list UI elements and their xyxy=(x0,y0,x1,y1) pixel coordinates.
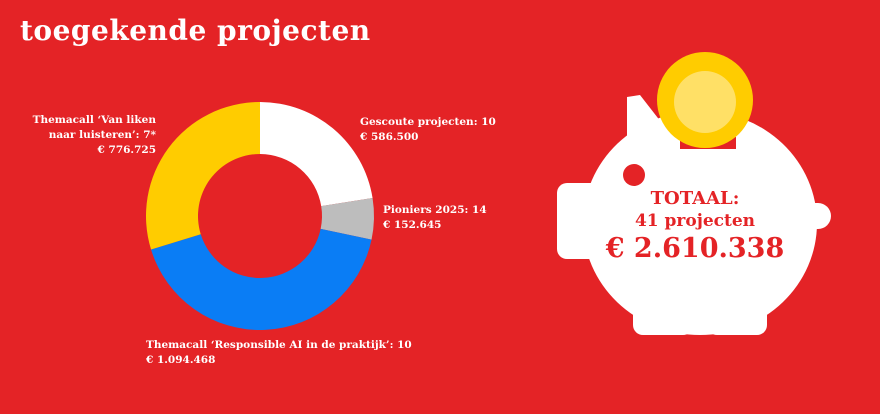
label-name-line2: naar luisteren’: 7* xyxy=(48,129,156,141)
page-title: toegekende projecten xyxy=(20,14,371,47)
donut-slice xyxy=(151,228,372,330)
piggy-bank-icon xyxy=(557,52,831,335)
donut-slice xyxy=(320,197,374,240)
coin-inner xyxy=(674,71,736,133)
label-gescoute-projecten: Gescoute projecten: 10 € 586.500 xyxy=(360,115,496,145)
donut-chart xyxy=(146,102,374,330)
donut-slice xyxy=(146,102,260,250)
label-van-liken: Themacall ‘Van liken naar luisteren’: 7*… xyxy=(20,113,156,158)
total-amount: € 2.610.338 xyxy=(605,233,785,264)
total-projects: 41 projecten xyxy=(634,211,756,231)
label-value: € 1.094.468 xyxy=(146,354,216,366)
label-pioniers: Pioniers 2025: 14 € 152.645 xyxy=(383,203,487,233)
label-value: € 152.645 xyxy=(383,219,442,231)
label-name: Gescoute projecten: 10 xyxy=(360,116,496,128)
label-value: € 586.500 xyxy=(360,131,419,143)
label-value: € 776.725 xyxy=(97,144,156,156)
label-name: Themacall ‘Responsible AI in de praktijk… xyxy=(146,339,412,351)
label-name-line1: Themacall ‘Van liken xyxy=(32,114,156,126)
label-name: Pioniers 2025: 14 xyxy=(383,204,487,216)
total-box: TOTAAL: 41 projecten € 2.610.338 xyxy=(585,188,805,266)
total-label: TOTAAL: xyxy=(650,188,740,209)
pig-eye xyxy=(623,164,645,186)
donut-slice xyxy=(260,102,373,207)
label-responsible-ai: Themacall ‘Responsible AI in de praktijk… xyxy=(146,338,412,368)
